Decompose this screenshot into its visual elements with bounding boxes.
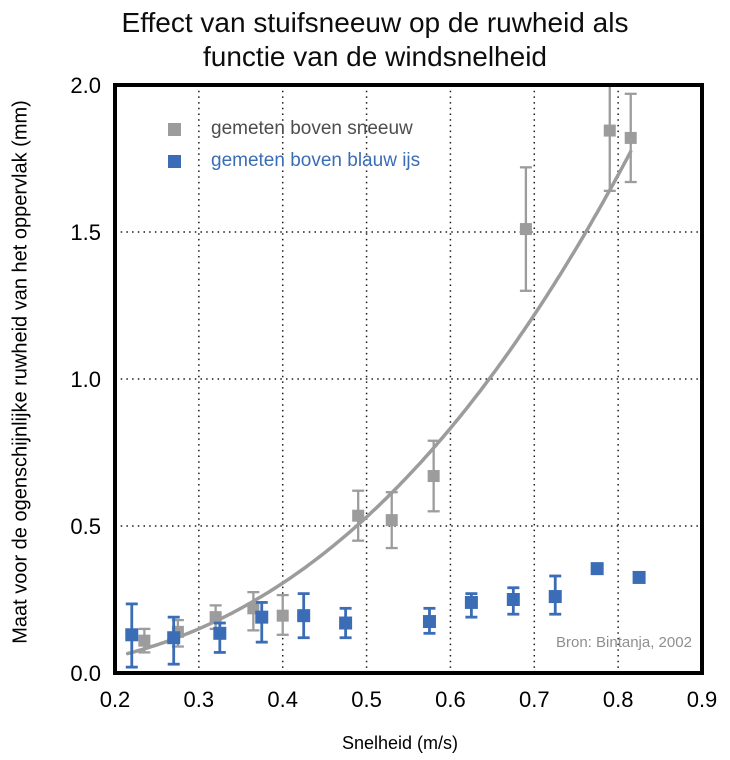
chart-title: Effect van stuifsneeuw op de ruwheid als… (121, 7, 629, 72)
ice-data-point (632, 570, 646, 584)
x-tick-label: 0.7 (519, 687, 550, 712)
ice-data-point (125, 628, 139, 642)
ice-data-point (255, 610, 269, 624)
fit-curve (125, 149, 633, 656)
snow-data-point (603, 124, 616, 137)
x-tick-label: 0.4 (267, 687, 298, 712)
ice-data-point (213, 626, 227, 640)
x-tick-label: 0.2 (100, 687, 131, 712)
snow-data-point (427, 470, 440, 483)
x-tick-label: 0.3 (184, 687, 215, 712)
snow-data-point (138, 634, 151, 647)
x-tick-label: 0.6 (435, 687, 466, 712)
snow-data-point (276, 609, 289, 622)
x-tick-label: 0.5 (351, 687, 382, 712)
ice-data-point (297, 609, 311, 623)
ice-data-point (422, 615, 436, 629)
ice-data-point (339, 616, 353, 630)
snow-data-point (519, 223, 532, 236)
snow-data-point (352, 509, 365, 522)
ice-data-point (548, 590, 562, 604)
source-annotation: Bron: Bintanja, 2002 (556, 634, 692, 651)
legend-row-snow: gemeten boven sneeuw (168, 113, 420, 145)
snow-series-label: gemeten boven sneeuw (211, 118, 413, 139)
y-tick-label: 0.5 (70, 514, 101, 539)
y-tick-label: 1.5 (70, 220, 101, 245)
ice-series-swatch (168, 154, 181, 168)
legend: gemeten boven sneeuw gemeten boven blauw… (168, 113, 420, 177)
y-tick-label: 0.0 (70, 661, 101, 686)
ice-data-point (167, 631, 181, 645)
x-tick-label: 0.9 (687, 687, 718, 712)
snow-data-point (385, 514, 398, 527)
y-tick-label: 1.0 (70, 367, 101, 392)
ice-series-label: gemeten boven blauw ijs (211, 150, 421, 171)
x-tick-label: 0.8 (603, 687, 634, 712)
ice-data-point (506, 593, 520, 606)
snow-series-swatch (168, 122, 181, 136)
ice-data-point (464, 595, 478, 609)
plot-frame (113, 83, 704, 675)
snow-data-point (624, 131, 637, 144)
ice-data-point (590, 562, 604, 576)
legend-row-ice: gemeten boven blauw ijs (168, 145, 420, 177)
y-tick-label: 2.0 (70, 73, 101, 98)
y-axis-label: Maat voor de ogenschijnlijke ruwheid van… (9, 100, 32, 644)
x-axis-label: Snelheid (m/s) (341, 733, 459, 753)
